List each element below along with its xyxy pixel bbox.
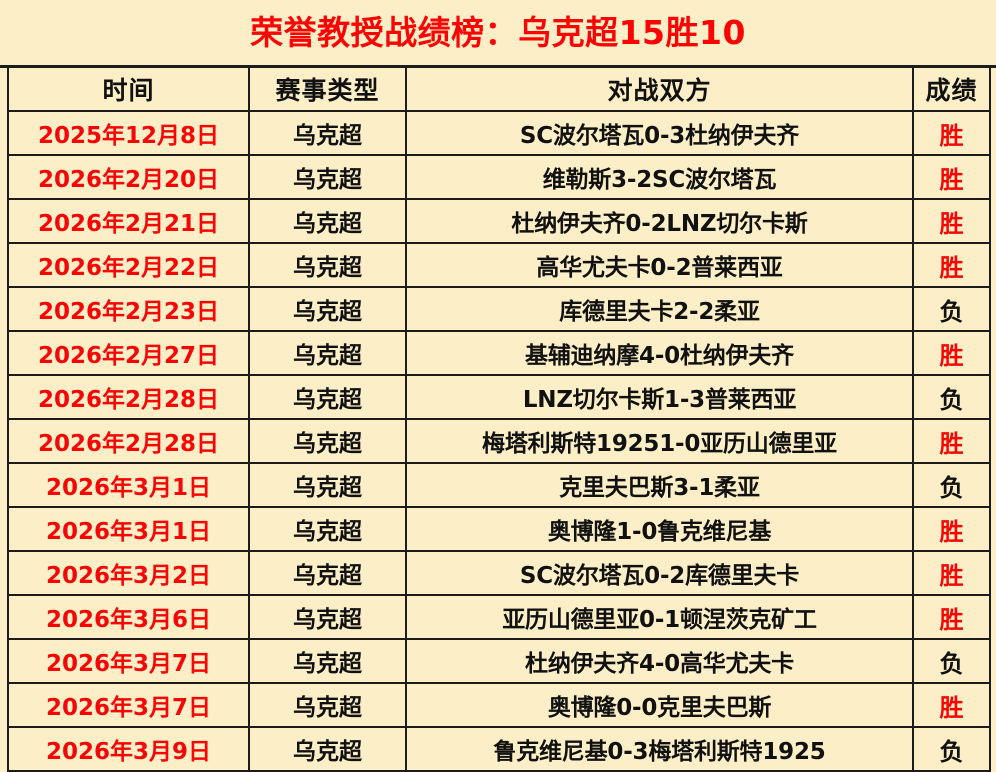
cell-result-badge: 胜	[912, 419, 991, 464]
cell-result-badge: 负	[912, 375, 991, 420]
cell-result-badge: 胜	[912, 199, 991, 244]
table-row: 2025年12月8日 乌克超 SC波尔塔瓦0-3杜纳伊夫齐胜	[7, 111, 991, 156]
cell-competition-type: 乌克超	[248, 331, 407, 376]
cell-matchup: 杜纳伊夫齐4-0高华尤夫卡	[405, 639, 914, 684]
table-row: 2026年2月27日 乌克超 基辅迪纳摩4-0杜纳伊夫齐胜	[7, 331, 991, 376]
cell-matchup: SC波尔塔瓦0-2库德里夫卡	[405, 551, 914, 596]
cell-result-badge: 胜	[912, 111, 991, 156]
column-header-result: 成绩	[912, 68, 991, 112]
table-row: 2026年2月28日 乌克超 LNZ切尔卡斯1-3普莱西亚负	[7, 375, 991, 420]
cell-date: 2026年3月2日	[7, 551, 250, 596]
cell-matchup: 高华尤夫卡0-2普莱西亚	[405, 243, 914, 288]
cell-competition-type: 乌克超	[248, 639, 407, 684]
cell-matchup: SC波尔塔瓦0-3杜纳伊夫齐	[405, 111, 914, 156]
cell-result-badge: 胜	[912, 243, 991, 288]
cell-competition-type: 乌克超	[248, 727, 407, 772]
cell-matchup: 库德里夫卡2-2柔亚	[405, 287, 914, 332]
cell-competition-type: 乌克超	[248, 287, 407, 332]
table-body: 2025年12月8日 乌克超 SC波尔塔瓦0-3杜纳伊夫齐胜 2026年2月20日 乌克…	[7, 111, 991, 772]
cell-date: 2026年2月28日	[7, 375, 250, 420]
cell-date: 2026年3月7日	[7, 639, 250, 684]
table-row: 2026年3月7日 乌克超 奥博隆0-0克里夫巴斯胜	[7, 683, 991, 728]
cell-date: 2026年2月28日	[7, 419, 250, 464]
column-header-match: 对战双方	[405, 68, 914, 112]
cell-result-badge: 胜	[912, 551, 991, 596]
cell-matchup: LNZ切尔卡斯1-3普莱西亚	[405, 375, 914, 420]
cell-date: 2026年3月6日	[7, 595, 250, 640]
page-title: 荣誉教授战绩榜：乌克超15胜10	[250, 13, 746, 52]
column-header-time: 时间	[7, 68, 250, 112]
table-header-row: 时间 赛事类型 对战双方 成绩	[7, 68, 991, 112]
cell-competition-type: 乌克超	[248, 243, 407, 288]
cell-result-badge: 胜	[912, 507, 991, 552]
table-row: 2026年2月23日 乌克超 库德里夫卡2-2柔亚负	[7, 287, 991, 332]
table-row: 2026年3月9日 乌克超 鲁克维尼基0-3梅塔利斯特1925 负	[7, 727, 991, 772]
cell-result-badge: 负	[912, 463, 991, 508]
cell-competition-type: 乌克超	[248, 463, 407, 508]
cell-result-badge: 胜	[912, 331, 991, 376]
cell-competition-type: 乌克超	[248, 683, 407, 728]
cell-result-badge: 胜	[912, 595, 991, 640]
table-row: 2026年2月28日 乌克超 梅塔利斯特19251-0亚历山德里亚胜	[7, 419, 991, 464]
cell-date: 2026年3月7日	[7, 683, 250, 728]
cell-date: 2025年12月8日	[7, 111, 250, 156]
table-row: 2026年3月1日 乌克超 奥博隆1-0鲁克维尼基胜	[7, 507, 991, 552]
cell-result-badge: 负	[912, 287, 991, 332]
table-row: 2026年2月22日 乌克超 高华尤夫卡0-2普莱西亚胜	[7, 243, 991, 288]
cell-matchup: 基辅迪纳摩4-0杜纳伊夫齐	[405, 331, 914, 376]
cell-competition-type: 乌克超	[248, 595, 407, 640]
cell-date: 2026年3月1日	[7, 507, 250, 552]
cell-competition-type: 乌克超	[248, 199, 407, 244]
table-header: 时间 赛事类型 对战双方 成绩	[7, 68, 991, 112]
cell-date: 2026年2月27日	[7, 331, 250, 376]
table-row: 2026年2月21日 乌克超 杜纳伊夫齐0-2LNZ切尔卡斯胜	[7, 199, 991, 244]
cell-matchup: 维勒斯3-2SC波尔塔瓦	[405, 155, 914, 200]
cell-matchup: 克里夫巴斯3-1柔亚	[405, 463, 914, 508]
table-row: 2026年3月6日 乌克超 亚历山德里亚0-1顿涅茨克矿工胜	[7, 595, 991, 640]
cell-date: 2026年2月21日	[7, 199, 250, 244]
cell-competition-type: 乌克超	[248, 551, 407, 596]
page-title-banner: 荣誉教授战绩榜：乌克超15胜10	[0, 0, 996, 68]
table-row: 2026年3月7日 乌克超 杜纳伊夫齐4-0高华尤夫卡负	[7, 639, 991, 684]
cell-competition-type: 乌克超	[248, 375, 407, 420]
cell-date: 2026年3月1日	[7, 463, 250, 508]
table-row: 2026年3月2日 乌克超 SC波尔塔瓦0-2库德里夫卡胜	[7, 551, 991, 596]
cell-competition-type: 乌克超	[248, 155, 407, 200]
cell-date: 2026年3月9日	[7, 727, 250, 772]
cell-matchup: 梅塔利斯特19251-0亚历山德里亚	[405, 419, 914, 464]
cell-result-badge: 负	[912, 639, 991, 684]
cell-competition-type: 乌克超	[248, 111, 407, 156]
cell-date: 2026年2月22日	[7, 243, 250, 288]
table-row: 2026年2月20日 乌克超 维勒斯3-2SC波尔塔瓦胜	[7, 155, 991, 200]
cell-date: 2026年2月20日	[7, 155, 250, 200]
match-results-table: 时间 赛事类型 对战双方 成绩 2025年12月8日 乌克超 SC波尔塔瓦0-3杜纳…	[7, 68, 991, 772]
cell-competition-type: 乌克超	[248, 507, 407, 552]
cell-matchup: 奥博隆1-0鲁克维尼基	[405, 507, 914, 552]
cell-matchup: 奥博隆0-0克里夫巴斯	[405, 683, 914, 728]
cell-date: 2026年2月23日	[7, 287, 250, 332]
cell-competition-type: 乌克超	[248, 419, 407, 464]
cell-matchup: 鲁克维尼基0-3梅塔利斯特1925	[405, 727, 914, 772]
cell-result-badge: 胜	[912, 155, 991, 200]
table-row: 2026年3月1日 乌克超 克里夫巴斯3-1柔亚负	[7, 463, 991, 508]
cell-matchup: 亚历山德里亚0-1顿涅茨克矿工	[405, 595, 914, 640]
cell-result-badge: 负	[912, 727, 991, 772]
column-header-type: 赛事类型	[248, 68, 407, 112]
cell-result-badge: 胜	[912, 683, 991, 728]
cell-matchup: 杜纳伊夫齐0-2LNZ切尔卡斯	[405, 199, 914, 244]
